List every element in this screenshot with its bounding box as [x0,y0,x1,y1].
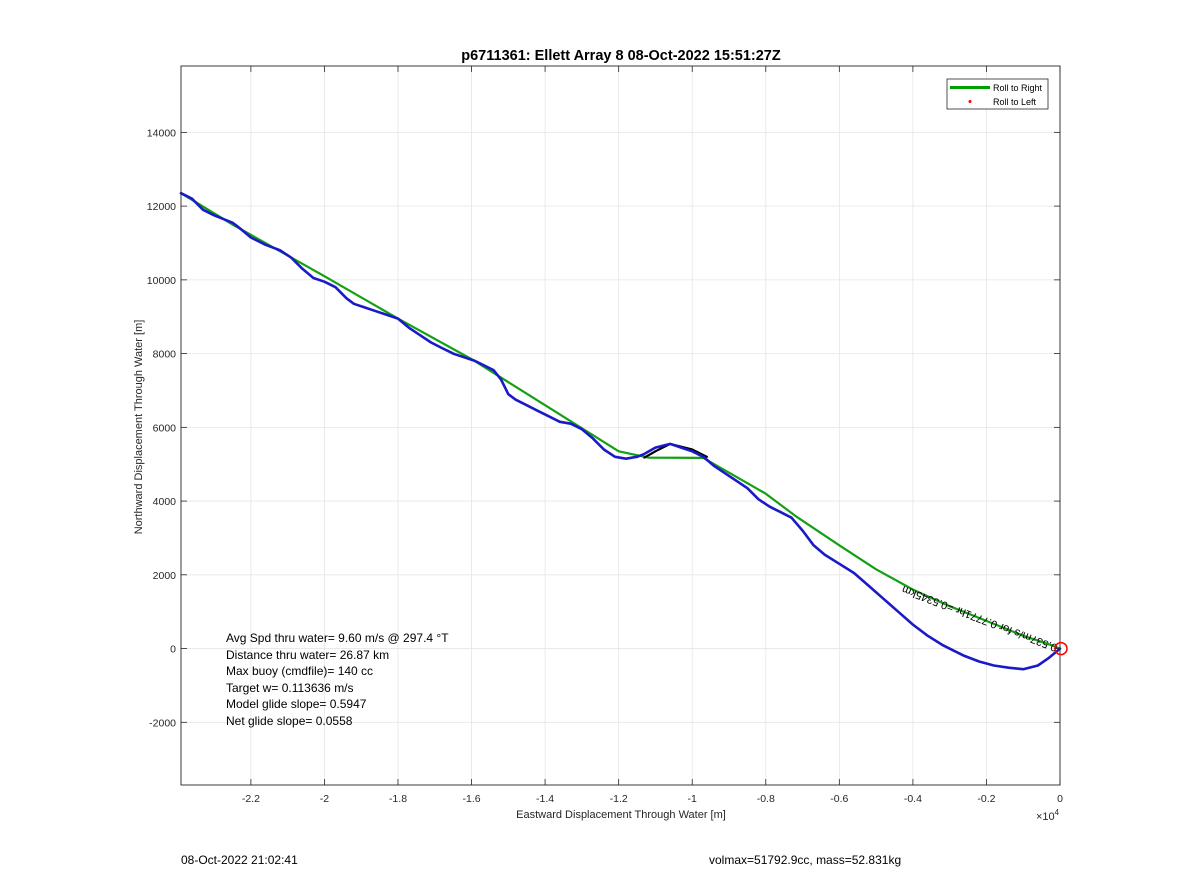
annotation-target-w: Target w= 0.113636 m/s [226,681,354,695]
y-tick-label: 2000 [153,570,177,582]
x-tick-label: -2.2 [242,793,260,805]
legend-label-roll-left: Roll to Left [993,97,1037,107]
x-tick-label: -2 [320,793,329,805]
x-exponent-label: ×104 [1036,808,1060,823]
annotation-avg-speed: Avg Spd thru water= 9.60 m/s @ 297.4 °T [226,631,449,645]
legend-box [946,78,1049,110]
y-tick-label: 14000 [147,127,176,139]
axes-frame [180,65,1061,786]
x-tick-label: 0 [1057,793,1063,805]
y-tick-label: 6000 [153,422,177,434]
x-tick-label: -1.4 [536,793,554,805]
y-tick-label: 12000 [147,201,176,213]
y-tick-label: 0 [170,644,176,656]
axes-background [181,66,1060,785]
y-axis-label: Northward Displacement Through Water [m] [133,320,145,535]
x-tick-label: -0.8 [757,793,775,805]
y-tick-label: 10000 [147,275,176,287]
series-layer [179,191,1062,671]
stats-annotations: Avg Spd thru water= 9.60 m/s @ 297.4 °T … [226,631,449,728]
x-tick-label: -0.6 [830,793,848,805]
legend-swatch-roll-left [968,100,972,103]
grid-lines [181,66,1061,785]
y-tick-label: 4000 [153,496,177,508]
x-tick-label: -1.8 [389,793,407,805]
x-tick-label: -1.6 [463,793,481,805]
annotation-distance: Distance thru water= 26.87 km [226,648,389,662]
annotation-net-glide: Net glide slope= 0.0558 [226,714,353,728]
legend-label-roll-right: Roll to Right [993,83,1043,93]
annotation-model-glide: Model glide slope= 0.5947 [226,697,367,711]
y-tick-label: 8000 [153,349,177,361]
y-tick-label: -2000 [149,717,176,729]
annotation-max-buoy: Max buoy (cmdfile)= 140 cc [226,664,373,678]
footer-vehicle-info: volmax=51792.9cc, mass=52.831kg [709,853,902,867]
end-marker [1054,641,1068,656]
x-tick-label: -1.2 [610,793,628,805]
legend: Roll to Right Roll to Left [946,78,1049,110]
x-axis-label: Eastward Displacement Through Water [m] [516,809,726,821]
tick-layer: -2.2 -2 -1.8 -1.6 -1.4 -1.2 -1 -0.8 -0.6 -0.4 -0.2… [147,65,1063,805]
series-line-2 [179,191,1062,671]
footer-timestamp: 08-Oct-2022 21:02:41 [181,853,298,867]
x-tick-label: -0.2 [977,793,995,805]
x-tick-label: -0.4 [904,793,922,805]
x-tick-label: -1 [688,793,697,805]
chart-title: p6711361: Ellett Array 8 08-Oct-2022 15:… [461,48,781,64]
plot-area [181,66,1060,785]
